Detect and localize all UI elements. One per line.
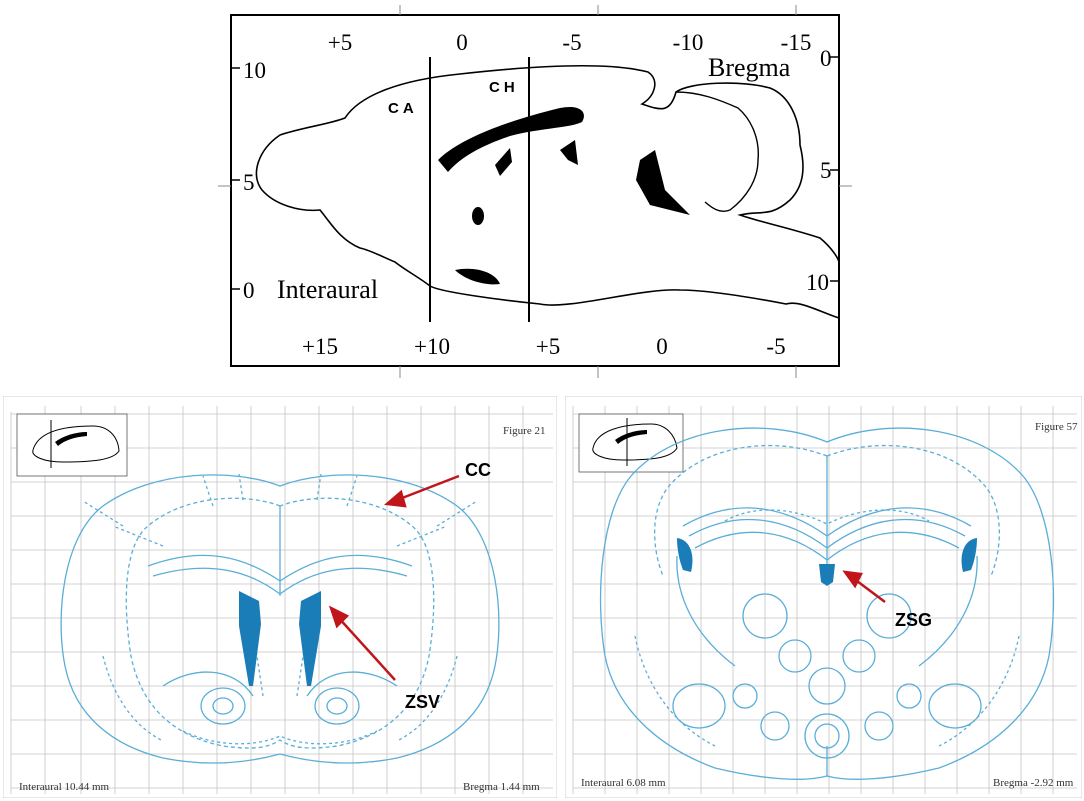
figure-label-left: Figure 21 [503,425,545,437]
sagittal-bottom-tick: 0 [656,334,668,359]
thumbnail-sagittal-right [578,413,684,473]
annotation-zsg: ZSG [895,610,932,630]
sagittal-top-tick: -5 [562,30,581,55]
coronal-section-left: Figure 21 Interaural 10.44 mm Bregma 1.4… [3,396,557,798]
sagittal-bottom-tick: +5 [536,334,560,359]
sagittal-brain-outline [255,64,840,320]
sagittal-bottom-tick: +15 [302,334,338,359]
sagittal-right-tick: 0 [820,46,832,71]
annotation-cc: CC [465,460,491,480]
annotation-zsv: ZSV [405,692,440,712]
sagittal-ventricle [636,150,690,215]
sagittal-commissure [560,140,578,165]
interaural-value-right: Interaural 6.08 mm [581,777,666,789]
interaural-label: Interaural [277,275,378,304]
sagittal-tick-marks [218,5,852,378]
bregma-value-left: Bregma 1.44 mm [463,781,540,793]
sagittal-top-tick: +5 [328,30,352,55]
sagittal-left-tick: 10 [243,58,266,83]
sagittal-cerebellum [675,91,759,212]
sagittal-left-tick: 5 [243,170,255,195]
sagittal-anterior-commissure [472,207,484,225]
coronal-section-right: Figure 57 Interaural 6.08 mm Bregma -2.9… [565,396,1082,798]
bregma-value-right: Bregma -2.92 mm [993,777,1074,789]
bregma-label: Bregma [708,53,791,82]
interaural-value-left: Interaural 10.44 mm [19,781,110,793]
figure-label-right: Figure 57 [1035,421,1078,433]
sagittal-left-tick: 0 [243,278,255,303]
grid-right [572,406,1077,794]
sagittal-bottom-tick: +10 [414,334,450,359]
sagittal-top-tick: -10 [673,30,704,55]
sagittal-right-tick: 5 [820,158,832,183]
annotation-arrow-right [842,570,886,603]
sagittal-fornix [495,148,512,176]
cut-label-ca: CA [388,100,418,117]
sagittal-right-tick: 10 [806,270,829,295]
sagittal-inner-ticks [231,56,839,290]
coronal-tissue-left [60,473,500,764]
sagittal-corpus-callosum [438,106,584,172]
cut-label-ch: CH [489,79,519,96]
sagittal-bottom-tick: -5 [766,334,785,359]
annotation-arrows-left [328,474,460,681]
thumbnail-sagittal-left [16,413,128,477]
zsg-highlight [677,538,977,586]
sagittal-frame [230,14,840,367]
coronal-tissue-right [599,427,1055,780]
zsv-highlight [239,591,321,686]
sagittal-top-tick: 0 [456,30,468,55]
sagittal-optic-region [455,268,500,285]
sagittal-top-tick: -15 [781,30,812,55]
